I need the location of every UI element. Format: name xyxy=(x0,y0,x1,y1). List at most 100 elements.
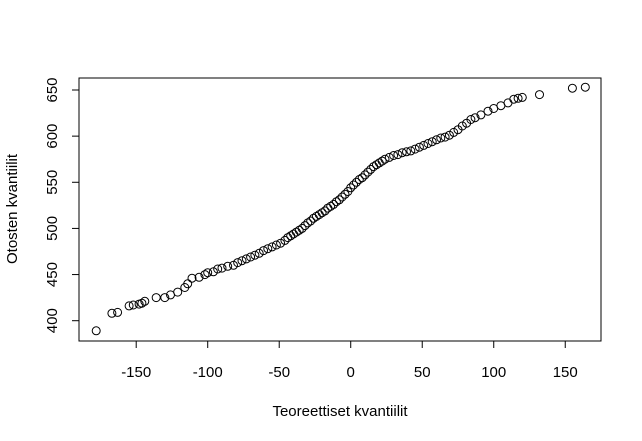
data-point xyxy=(351,177,361,187)
data-point xyxy=(432,135,441,145)
data-point xyxy=(397,148,407,158)
data-point xyxy=(233,258,243,268)
data-point xyxy=(384,152,394,162)
data-point xyxy=(250,250,260,260)
data-point xyxy=(476,110,486,120)
data-point xyxy=(503,98,513,108)
data-point xyxy=(137,298,147,308)
data-point xyxy=(173,287,183,297)
data-point xyxy=(567,83,577,93)
x-tick-label: -50 xyxy=(268,364,290,381)
data-point xyxy=(263,244,273,254)
data-point xyxy=(393,150,403,160)
data-point xyxy=(366,164,376,174)
data-point xyxy=(374,158,384,168)
data-point xyxy=(187,273,197,283)
x-tick-label: -150 xyxy=(121,364,151,381)
data-point xyxy=(194,272,204,282)
data-point xyxy=(320,206,330,216)
data-point xyxy=(317,208,327,218)
data-point xyxy=(513,93,523,103)
data-point xyxy=(217,263,227,273)
x-axis-label: Teoreettiset kvantiilit xyxy=(272,403,408,420)
data-point xyxy=(360,170,370,180)
data-point xyxy=(354,175,364,184)
data-point xyxy=(509,94,519,104)
data-point xyxy=(200,270,210,280)
data-point xyxy=(241,254,251,264)
data-point xyxy=(311,211,321,221)
data-point xyxy=(107,308,117,318)
data-points xyxy=(91,82,590,336)
data-point xyxy=(414,142,424,152)
data-point xyxy=(267,242,277,252)
data-point xyxy=(349,180,359,190)
data-point xyxy=(271,240,281,250)
data-point xyxy=(213,264,223,274)
data-point xyxy=(128,300,138,310)
data-point xyxy=(203,268,213,278)
y-axis-label: Otosten kvantiilit xyxy=(4,153,21,264)
data-point xyxy=(483,106,493,116)
data-point xyxy=(286,231,296,241)
data-point xyxy=(357,173,367,183)
data-point xyxy=(237,256,247,266)
data-point xyxy=(406,146,416,156)
data-point xyxy=(346,183,356,193)
x-tick-label: 100 xyxy=(481,364,506,381)
data-point xyxy=(151,293,161,303)
data-point xyxy=(363,167,373,177)
data-point xyxy=(410,144,420,154)
data-point xyxy=(466,115,476,124)
data-point xyxy=(326,201,336,211)
data-point xyxy=(402,147,411,157)
data-point xyxy=(246,252,256,262)
y-tick-label: 550 xyxy=(44,170,61,195)
y-axis: 400 450 500 550 600 650 xyxy=(44,77,80,333)
data-point xyxy=(91,326,101,336)
data-point xyxy=(289,229,298,239)
data-point xyxy=(372,160,381,170)
data-point xyxy=(580,82,590,92)
data-point xyxy=(334,195,344,205)
x-tick-label: 0 xyxy=(347,364,355,381)
y-tick-label: 500 xyxy=(44,216,61,241)
data-point xyxy=(419,140,429,150)
x-tick-label: 50 xyxy=(414,364,431,381)
data-point xyxy=(124,301,134,311)
data-point xyxy=(331,197,341,207)
y-tick-label: 450 xyxy=(44,262,61,287)
data-point xyxy=(160,293,170,303)
data-point xyxy=(377,156,387,166)
data-point xyxy=(340,189,350,199)
data-point xyxy=(535,90,544,100)
data-point xyxy=(380,154,390,164)
x-axis: -150 -100 -50 0 50 100 150 xyxy=(121,340,578,381)
data-point xyxy=(303,218,313,228)
data-point xyxy=(436,133,446,143)
data-point xyxy=(300,221,310,231)
y-tick-label: 400 xyxy=(44,308,61,333)
data-point xyxy=(337,192,347,202)
data-point xyxy=(297,223,307,233)
data-point xyxy=(223,261,233,271)
data-point xyxy=(423,139,433,148)
data-point xyxy=(306,216,316,226)
data-point xyxy=(259,246,268,256)
data-point xyxy=(517,92,527,102)
data-point xyxy=(113,307,123,317)
data-point xyxy=(314,210,324,220)
data-point xyxy=(291,227,301,237)
data-point xyxy=(294,225,304,235)
data-point xyxy=(140,296,150,306)
data-point xyxy=(183,279,193,289)
data-point xyxy=(329,199,339,209)
x-tick-label: 150 xyxy=(553,364,578,381)
data-point xyxy=(280,235,290,245)
y-tick-label: 600 xyxy=(44,124,61,149)
data-point xyxy=(440,132,450,142)
x-tick-label: -100 xyxy=(193,364,223,381)
data-point xyxy=(427,137,437,147)
data-point xyxy=(389,151,399,160)
